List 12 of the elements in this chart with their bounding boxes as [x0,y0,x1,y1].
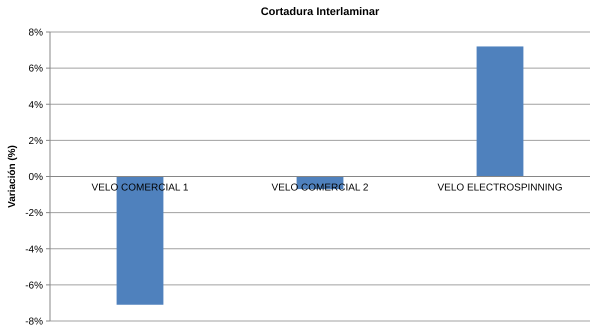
chart-title: Cortadura Interlaminar [260,6,380,18]
y-tick-label: 2% [28,136,44,147]
y-axis-title: Variación (%) [7,145,18,208]
y-tick-label: 4% [28,100,44,111]
y-tick-label: -4% [25,244,44,256]
y-tick-label: 0% [28,172,44,183]
y-tick-label: 6% [28,64,44,75]
y-tick-label: 8% [28,28,44,38]
y-tick-label: -6% [25,280,44,292]
y-tick-label: -2% [25,208,44,220]
x-tick-label: VELO ELECTROSPINNING [437,182,563,194]
y-tick-label: -8% [25,316,44,328]
